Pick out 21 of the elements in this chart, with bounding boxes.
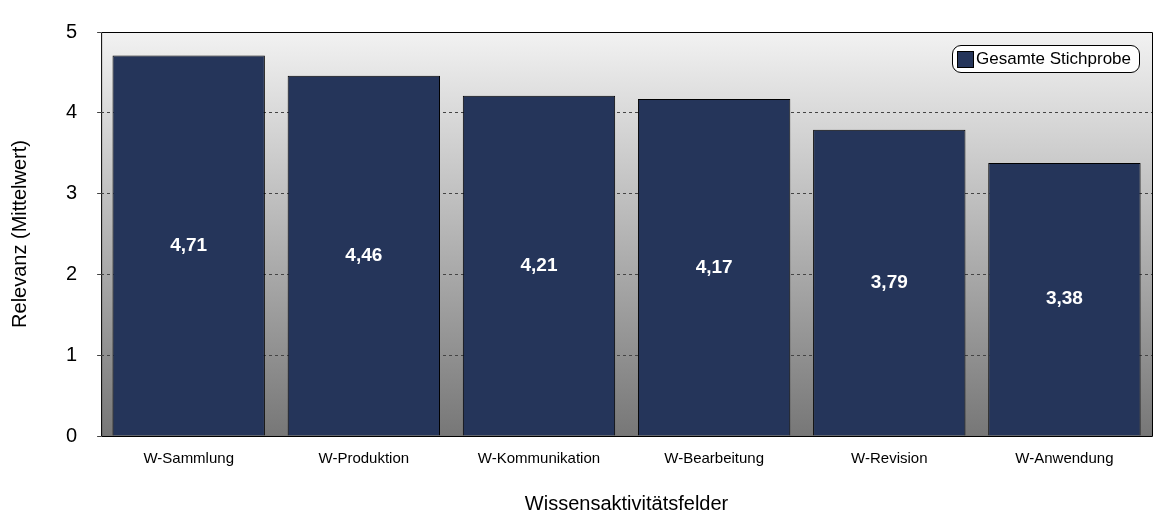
text: 4,71	[170, 233, 208, 255]
x-axis-title: Wissensaktivitätsfelder	[524, 491, 729, 514]
x-tick-label: W-Kommunikation	[477, 449, 601, 467]
x-tick-label: W-Revision	[851, 449, 928, 467]
text: 4,17	[695, 255, 733, 277]
y-tick-label: 2	[66, 261, 78, 284]
text: Gesamte Stichprobe	[976, 49, 1131, 69]
y-tick-label: 0	[66, 423, 78, 446]
y-tick-label: 3	[66, 181, 78, 204]
text: 3,38	[1045, 287, 1083, 309]
y-axis-title: Relevanz (Mittelwert)	[7, 140, 30, 328]
text: 4,46	[345, 243, 383, 265]
x-tick-label: W-Produktion	[318, 449, 410, 467]
y-tick-label: 4	[66, 100, 78, 123]
x-tick-label: W-Sammlung	[143, 449, 234, 467]
x-tick-label: W-Bearbeitung	[664, 449, 765, 467]
x-tick-label: W-Anwendung	[1015, 449, 1114, 467]
text: 3,79	[870, 270, 908, 292]
text: 4,21	[520, 253, 558, 275]
y-tick-label: 5	[66, 19, 78, 42]
y-tick-label: 1	[66, 342, 78, 365]
